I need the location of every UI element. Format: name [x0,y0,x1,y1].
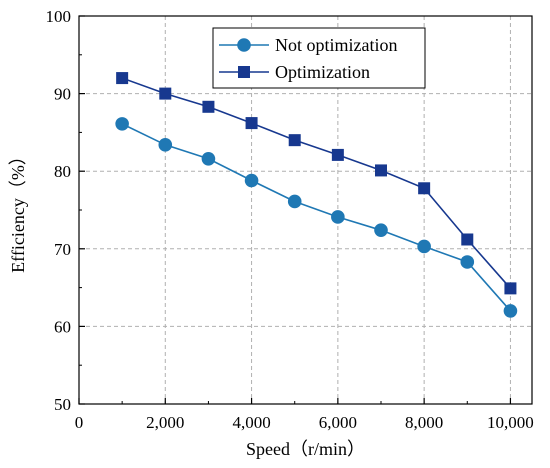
y-tick-label: 90 [54,85,71,104]
series-optimization [116,72,517,295]
data-point [115,117,129,131]
series-line [121,123,512,312]
legend-label: Optimization [275,62,370,82]
x-tick-label: 8,000 [405,413,443,432]
data-point [331,210,345,224]
data-point [503,304,518,318]
y-tick-label: 100 [46,7,72,26]
legend-marker [237,38,251,52]
data-point [461,233,474,246]
data-point [374,223,388,237]
legend-item: Optimization [219,62,370,82]
series-not-optimization [115,117,518,318]
data-point [201,151,216,166]
x-tick-label: 2,000 [146,413,184,432]
legend-items: Not optimization Optimization [219,35,397,82]
data-point [288,134,301,147]
legend-item: Not optimization [219,35,397,55]
y-axis-title: Efficiency（%） [8,147,28,273]
data-point [287,194,302,209]
data-point [245,117,258,130]
series-line [121,77,512,289]
data-point [460,255,475,269]
legend-marker [238,66,250,78]
y-tick-label: 60 [54,317,71,336]
axis-ticks [78,15,512,405]
data-point [116,72,129,85]
legend: Not optimization Optimization [212,27,426,89]
x-tick-label: 0 [75,413,84,432]
series-layer [115,72,518,318]
data-point [331,148,344,161]
data-point [244,173,259,188]
x-axis-title: Speed（r/min） [246,439,365,459]
y-tick-label: 70 [54,240,71,259]
x-tick-label: 10,000 [487,413,534,432]
data-point [158,138,173,152]
data-point [504,282,517,295]
data-point [418,182,431,195]
x-tick-label: 4,000 [232,413,270,432]
x-tick-label: 6,000 [319,413,357,432]
data-point [159,87,172,100]
legend-label: Not optimization [275,35,397,55]
data-point [375,164,387,177]
axis-tick-labels: 0 2,000 4,000 6,000 8,000 10,000 50 60 70 80 90 100 [46,7,534,432]
data-point [202,100,215,113]
y-tick-label: 50 [54,395,71,414]
data-point [417,239,431,254]
y-tick-label: 80 [54,162,71,181]
